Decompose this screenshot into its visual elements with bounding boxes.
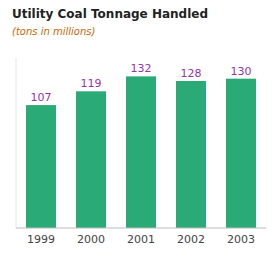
x-tick-labels: 1999 2000 2001 2002 2003 bbox=[27, 233, 255, 246]
x-tick-label: 1999 bbox=[27, 233, 55, 246]
bar bbox=[226, 79, 256, 228]
chart-container: Utility Coal Tonnage Handled (tons in mil… bbox=[0, 0, 276, 256]
x-axis-line bbox=[16, 228, 266, 229]
bar bbox=[176, 81, 206, 228]
data-label: 132 bbox=[131, 62, 152, 75]
bars bbox=[26, 76, 256, 228]
x-tick-label: 2002 bbox=[177, 233, 205, 246]
x-tick-label: 2003 bbox=[227, 233, 255, 246]
title: Utility Coal Tonnage Handled bbox=[12, 7, 208, 21]
x-tick-label: 2001 bbox=[127, 233, 155, 246]
x-tick-label: 2000 bbox=[77, 233, 105, 246]
chart-svg: Utility Coal Tonnage Handled (tons in mil… bbox=[0, 0, 276, 256]
bar bbox=[76, 91, 106, 228]
data-label: 128 bbox=[181, 67, 202, 80]
data-label: 119 bbox=[81, 77, 102, 90]
subtitle: (tons in millions) bbox=[12, 26, 95, 37]
data-labels: 107 119 132 128 130 bbox=[31, 62, 252, 104]
bar bbox=[26, 105, 56, 228]
data-label: 107 bbox=[31, 91, 52, 104]
page: {"chart_data": {"type": "bar", "title": … bbox=[0, 0, 276, 256]
y-axis-line bbox=[16, 58, 17, 228]
data-label: 130 bbox=[231, 65, 252, 78]
bar bbox=[126, 76, 156, 228]
